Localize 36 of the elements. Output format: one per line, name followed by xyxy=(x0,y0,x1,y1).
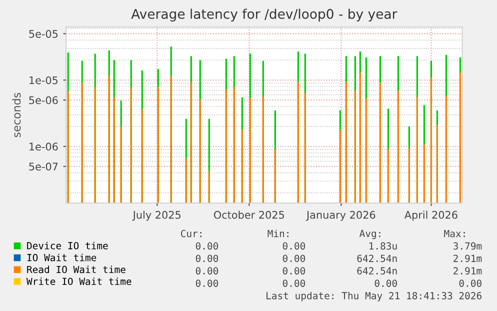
text: 2.91m xyxy=(454,267,482,275)
y-tick-label: 1e-05 xyxy=(30,76,58,84)
text: 0.00 xyxy=(196,267,218,275)
text: 0.00 xyxy=(282,280,306,287)
text: Last update: Thu May 21 18:41:33 2026 xyxy=(266,292,482,302)
legend-label: Read IO Wait time xyxy=(27,266,126,274)
legend-label: IO Wait time xyxy=(27,254,96,262)
text: 2.91m xyxy=(454,254,482,262)
y-tick-label: 5e-06 xyxy=(29,96,58,104)
x-tick-label: October 2025 xyxy=(214,210,284,219)
legend-label: Write IO Wait time xyxy=(26,278,132,286)
text: 0.00 xyxy=(282,267,306,275)
text: 0.00 xyxy=(282,242,306,250)
x-tick-label: July 2025 xyxy=(132,210,180,221)
text: Max: xyxy=(444,230,465,238)
x-tick-label: January 2026 xyxy=(306,210,376,221)
text: 642.54n xyxy=(357,254,397,262)
text: 3.79m xyxy=(453,242,482,250)
text: Avg: xyxy=(359,230,380,240)
x-tick-label: April 2026 xyxy=(404,210,458,221)
y-tick-label: 5e-07 xyxy=(29,162,58,171)
text: 642.54n xyxy=(357,267,397,275)
y-axis-title: seconds xyxy=(12,92,21,138)
y-tick-label: 5e-05 xyxy=(29,30,58,38)
text: 0.00 xyxy=(196,280,218,287)
text: 0.00 xyxy=(196,242,218,250)
legend-label: Device IO time xyxy=(27,242,108,250)
text: 0.00 xyxy=(282,254,306,262)
text: Min: xyxy=(268,230,288,238)
text: 0.00 xyxy=(374,280,397,287)
text: 1.83u xyxy=(370,242,397,250)
text: 0.00 xyxy=(196,254,218,262)
text: Cur: xyxy=(181,230,202,238)
text: 0.00 xyxy=(459,280,482,287)
y-tick-label: 1e-06 xyxy=(30,142,58,151)
chart-title: Average latency for /dev/loop0 - by year xyxy=(131,8,398,22)
